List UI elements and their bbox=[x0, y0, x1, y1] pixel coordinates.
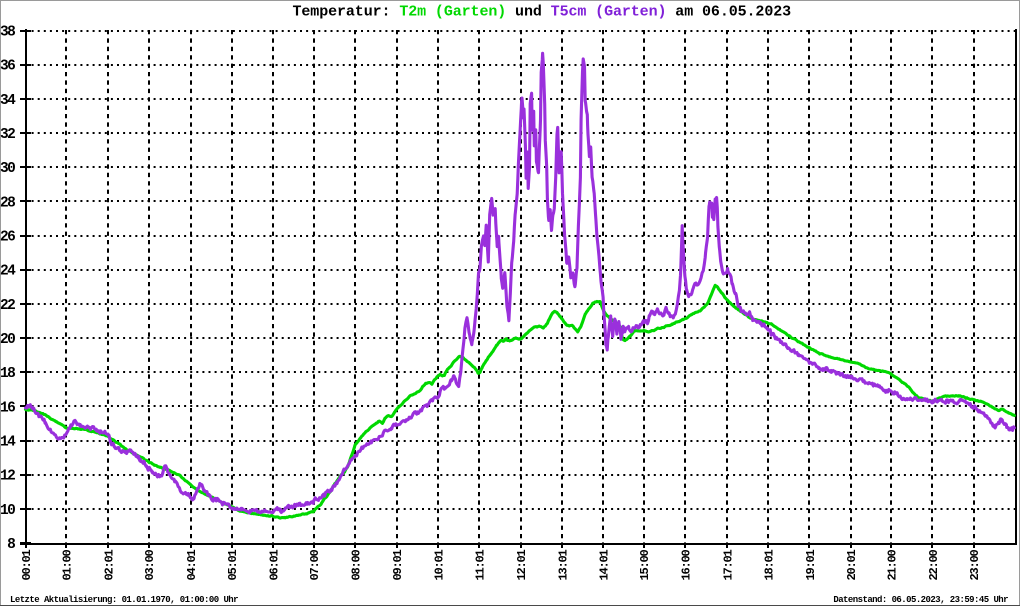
svg-text:Temperatur: T2m (Garten) und T: Temperatur: T2m (Garten) und T5cm (Garte… bbox=[293, 4, 792, 21]
svg-text:19:01: 19:01 bbox=[804, 549, 818, 580]
svg-text:30: 30 bbox=[0, 161, 15, 177]
svg-text:17:01: 17:01 bbox=[721, 549, 735, 580]
svg-text:10:01: 10:01 bbox=[433, 549, 447, 580]
svg-text:16:00: 16:00 bbox=[679, 549, 693, 580]
svg-text:03:00: 03:00 bbox=[143, 549, 157, 580]
svg-text:09:01: 09:01 bbox=[391, 549, 405, 580]
svg-text:22:00: 22:00 bbox=[927, 549, 941, 580]
svg-text:8: 8 bbox=[7, 537, 15, 553]
svg-text:20: 20 bbox=[0, 332, 15, 348]
svg-text:24: 24 bbox=[0, 264, 16, 280]
svg-text:06:01: 06:01 bbox=[267, 549, 281, 580]
svg-text:18: 18 bbox=[0, 366, 15, 382]
svg-text:Datenstand: 06.05.2023, 23:59:: Datenstand: 06.05.2023, 23:59:45 Uhr bbox=[833, 595, 1008, 605]
svg-text:14:01: 14:01 bbox=[598, 549, 612, 580]
svg-text:10: 10 bbox=[0, 503, 15, 519]
svg-text:12:01: 12:01 bbox=[515, 549, 529, 580]
svg-text:21:00: 21:00 bbox=[886, 549, 900, 580]
svg-text:15:00: 15:00 bbox=[638, 549, 652, 580]
svg-text:02:01: 02:01 bbox=[102, 549, 116, 580]
svg-text:34: 34 bbox=[0, 93, 16, 109]
svg-text:07:00: 07:00 bbox=[308, 549, 322, 580]
svg-text:20:01: 20:01 bbox=[845, 549, 859, 580]
svg-text:36: 36 bbox=[0, 59, 15, 75]
svg-text:22: 22 bbox=[0, 298, 15, 314]
svg-text:18:01: 18:01 bbox=[763, 549, 777, 580]
svg-text:38: 38 bbox=[0, 25, 15, 41]
svg-text:Letzte Aktualisierung: 01.01.1: Letzte Aktualisierung: 01.01.1970, 01:00… bbox=[10, 595, 238, 605]
svg-text:11:01: 11:01 bbox=[474, 549, 488, 580]
svg-text:12: 12 bbox=[0, 469, 15, 485]
svg-text:16: 16 bbox=[0, 400, 15, 416]
svg-text:00:01: 00:01 bbox=[20, 549, 34, 580]
svg-text:01:00: 01:00 bbox=[61, 549, 75, 580]
svg-text:32: 32 bbox=[0, 127, 15, 143]
svg-text:05:01: 05:01 bbox=[226, 549, 240, 580]
svg-text:04:01: 04:01 bbox=[185, 549, 199, 580]
svg-text:26: 26 bbox=[0, 230, 15, 246]
svg-text:23:00: 23:00 bbox=[968, 549, 982, 580]
svg-text:13:01: 13:01 bbox=[556, 549, 570, 580]
svg-text:14: 14 bbox=[0, 435, 16, 451]
svg-text:08:00: 08:00 bbox=[349, 549, 363, 580]
svg-text:28: 28 bbox=[0, 195, 15, 211]
